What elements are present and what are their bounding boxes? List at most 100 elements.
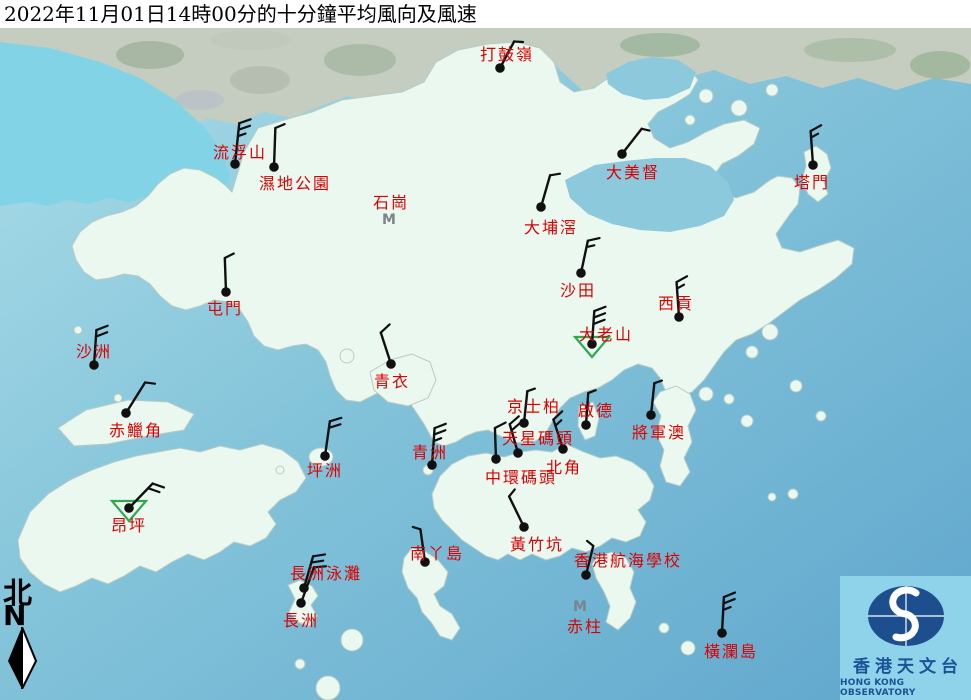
wind-barb: [312, 565, 328, 569]
inner-waters: [565, 57, 734, 232]
station-kings-park: [519, 387, 537, 428]
station-ngong-ping: [109, 482, 166, 523]
wind-barb: [722, 605, 732, 612]
station-sha-tin: [576, 236, 601, 278]
station-north-point: [552, 410, 568, 454]
wind-barb: [274, 123, 286, 130]
wind-barb: [522, 389, 529, 425]
land-masses: [17, 41, 855, 700]
wind-barb: [587, 389, 597, 395]
wind-barb: [539, 174, 552, 209]
wind-barb: [223, 252, 235, 260]
clear-water-bay-peninsula: [652, 385, 697, 487]
tsing-yi-island: [369, 353, 437, 407]
wind-barb: [311, 553, 327, 558]
tap-mun-island: [801, 145, 832, 203]
wind-barb: [508, 415, 520, 426]
wind-barb: [323, 420, 332, 458]
station-dot: [495, 63, 505, 73]
wind-barb: [592, 318, 606, 326]
wind-barb: [432, 437, 443, 443]
ma-wan-island: [339, 348, 355, 364]
station-dot: [617, 149, 627, 159]
wind-barb: [507, 488, 516, 498]
station-wong-chuk-hang: [507, 488, 529, 532]
station-dot: [269, 162, 279, 172]
tolo-harbour: [565, 158, 734, 232]
station-dot: [558, 444, 568, 454]
wind-barb: [124, 381, 147, 415]
wind-barb: [554, 419, 563, 427]
wind-barb: [620, 127, 643, 156]
wind-barb: [310, 559, 325, 564]
hko-name-english: HONG KONG OBSERVATORY: [840, 678, 916, 698]
wind-barb: [94, 331, 109, 338]
station-sai-kung: [674, 275, 689, 322]
wind-barb: [433, 429, 447, 436]
wind-barb: [272, 126, 277, 169]
wind-barb: [493, 421, 507, 430]
station-kai-tak: [581, 389, 597, 430]
station-dot: [646, 410, 656, 420]
wind-barb: [675, 275, 689, 284]
wind-barb: [147, 487, 161, 494]
title-bar: 2022年11月01日14時00分的十分鐘平均風向及風速: [0, 0, 971, 28]
station-lau-fau-shan: [230, 118, 252, 169]
wind-barb: [223, 256, 228, 294]
station-dot: [89, 360, 99, 370]
station-dot: [296, 598, 306, 608]
wind-barb: [584, 544, 595, 577]
station-star-ferry-pier: [508, 415, 523, 458]
deep-bay: [0, 42, 230, 206]
wind-barb: [548, 172, 562, 177]
station-dot: [808, 160, 818, 170]
wind-barb: [379, 323, 391, 334]
station-dot: [519, 522, 529, 532]
station-tai-po-kau: [536, 172, 562, 212]
wind-barb: [238, 118, 252, 125]
station-dot: [121, 408, 131, 418]
station-tates-cairn: [572, 305, 612, 359]
station-chek-lap-kok: [121, 381, 157, 418]
wind-barb: [526, 387, 537, 393]
station-waglan-island: [717, 591, 737, 638]
wind-barb: [498, 40, 516, 70]
station-dot: [519, 418, 529, 428]
north-character: 北: [3, 576, 33, 610]
wind-barb: [299, 566, 316, 605]
station-dot: [717, 628, 727, 638]
wind-barb: [722, 597, 736, 605]
north-letter: N: [3, 599, 27, 632]
station-wetland-park: [269, 123, 286, 172]
hko-emblem-icon: [867, 586, 944, 646]
wind-barb: [493, 426, 498, 461]
wind-barb: [653, 379, 664, 385]
station-dot: [581, 570, 591, 580]
wind-barb: [590, 309, 596, 346]
map-title: 2022年11月01日14時00分的十分鐘平均風向及風速: [4, 2, 477, 26]
wind-barb: [585, 244, 596, 249]
wind-barb: [127, 482, 154, 510]
station-ta-kwu-ling: [495, 40, 525, 73]
station-dot: [221, 287, 231, 297]
station-lamma-island: [411, 525, 430, 567]
station-dot: [230, 159, 240, 169]
station-tap-mun: [808, 124, 823, 170]
station-hk-sea-school: [581, 539, 595, 580]
station-dot: [320, 451, 330, 461]
wind-barb: [586, 236, 601, 242]
station-dot: [576, 268, 586, 278]
wind-barb: [552, 410, 564, 421]
station-dot: [536, 202, 546, 212]
station-central-pier: [491, 421, 507, 464]
wind-barb: [592, 312, 607, 319]
stanley-peninsula: [591, 551, 637, 631]
north-compass: 北 N: [3, 579, 43, 689]
station-peng-chau: [320, 416, 343, 461]
hong-kong-island: [431, 443, 655, 561]
wind-barb: [579, 239, 590, 275]
wind-barb: [640, 127, 651, 132]
station-tai-mei-tuk: [617, 127, 651, 159]
